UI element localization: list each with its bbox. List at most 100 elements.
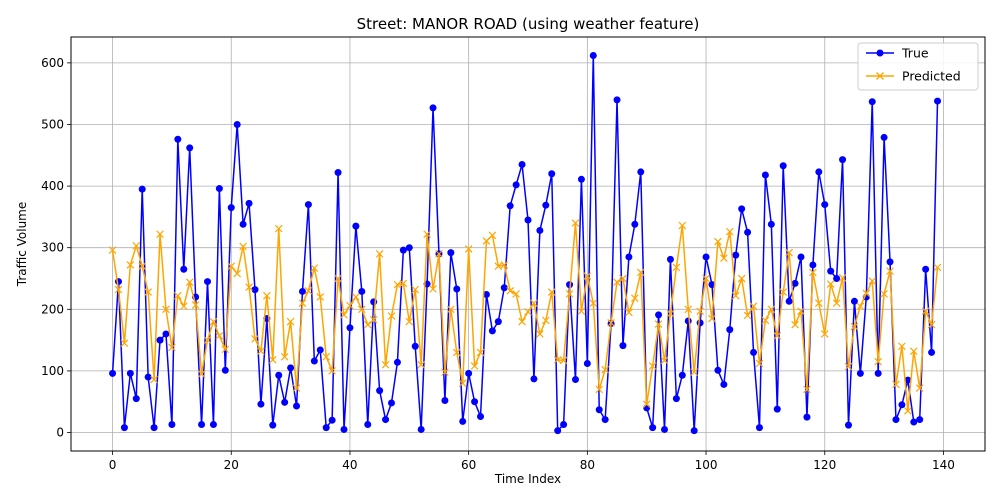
data-point-true [785,297,793,305]
data-point-predicted [518,317,526,326]
data-point-true [566,281,574,289]
data-point-true [114,278,122,286]
data-point-predicted [856,302,865,311]
data-point-true [120,424,128,432]
data-point-predicted [737,274,746,283]
data-point-predicted [191,301,200,309]
data-point-true [583,360,591,368]
data-point-predicted [832,299,841,307]
data-point-predicted [268,355,277,364]
data-point-true [672,395,680,403]
data-point-predicted [773,331,782,340]
data-point-true [441,396,449,404]
data-point-predicted [233,269,242,278]
data-point-true [138,185,146,193]
data-point-true [364,421,372,429]
data-point-predicted [423,230,431,238]
series-predicted [108,219,942,415]
x-axis-label: Time Index [494,472,561,486]
legend-marker-predicted [876,72,884,80]
data-point-true [298,287,306,295]
legend-label-predicted: Predicted [902,69,961,84]
data-point-true [109,369,117,377]
data-point-true [150,424,158,432]
data-point-true [293,402,301,410]
data-point-predicted [399,279,408,288]
data-point-true [714,366,722,374]
data-point-true [773,405,781,413]
data-point-predicted [702,274,710,283]
data-point-true [233,120,241,128]
data-point-true [512,181,520,189]
series-true [109,51,942,435]
data-point-true [471,398,479,406]
data-point-true [589,51,597,59]
data-point-predicted [684,305,693,314]
data-point-true [738,205,746,213]
data-point-predicted [126,261,135,269]
data-point-true [518,161,526,169]
data-point-predicted [820,330,829,338]
data-point-predicted [725,227,734,236]
data-point-true [750,348,758,356]
data-point-predicted [441,368,449,376]
data-point-true [696,319,704,327]
data-point-true [411,342,419,350]
data-point-true [376,387,384,395]
y-tick-label: 500 [41,117,64,131]
data-point-true [245,199,253,207]
data-point-predicted [601,365,609,374]
data-point-predicted [874,357,882,366]
data-point-predicted [286,317,295,326]
data-point-true [198,421,206,429]
data-point-predicted [280,352,289,361]
data-point-predicted [619,274,627,283]
data-point-true [322,424,330,432]
data-point-true [761,171,769,179]
data-point-predicted [251,335,259,343]
data-point-true [684,317,692,325]
x-tick-label: 140 [932,458,955,472]
data-point-predicted [636,268,645,277]
data-point-true [251,286,259,294]
x-tick-label: 60 [461,458,476,472]
data-point-predicted [500,261,509,269]
data-point-true [346,324,354,332]
data-point-true [619,342,627,350]
data-point-true [168,421,176,429]
data-point-true [221,366,229,374]
data-point-predicted [411,285,420,294]
data-point-true [352,222,360,230]
x-tick-label: 120 [813,458,836,472]
data-point-true [916,416,924,424]
legend-marker-true [876,49,884,57]
data-point-predicted [435,250,443,258]
data-point-true [287,364,295,372]
data-point-predicted [108,246,117,254]
y-tick-label: 0 [56,426,64,440]
data-point-true [215,185,223,193]
data-point-true [815,168,823,176]
data-point-predicted [731,291,740,300]
legend: True Predicted [857,42,979,91]
data-point-predicted [631,294,639,303]
series-layer [108,51,942,435]
data-point-predicted [779,288,788,296]
data-point-predicted [298,299,307,307]
data-point-true [239,220,247,228]
data-point-true [732,251,740,259]
data-point-true [506,202,514,210]
data-point-predicted [583,272,592,280]
data-point-predicted [197,370,206,378]
data-point-predicted [150,375,158,384]
data-point-predicted [458,379,467,388]
data-point-predicted [541,316,550,325]
data-point-true [387,399,395,407]
data-point-true [643,404,651,412]
data-point-predicted [696,307,704,315]
data-point-true [162,330,170,338]
data-point-true [275,371,283,379]
data-point-true [500,284,508,292]
data-point-predicted [470,362,479,370]
x-tick-label: 80 [580,458,595,472]
